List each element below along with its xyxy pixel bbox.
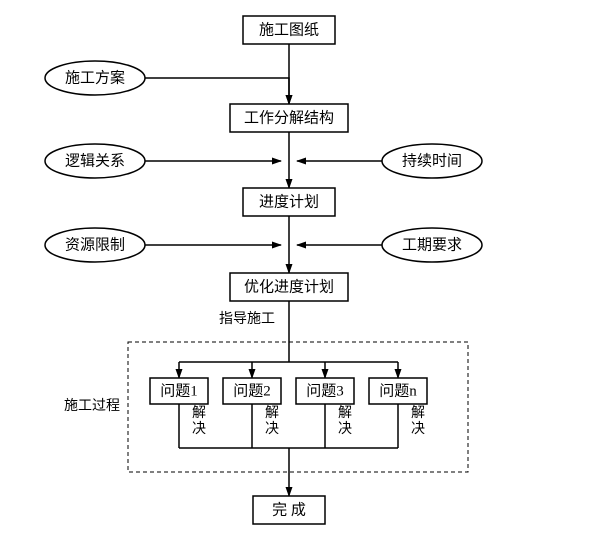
node-deadline: 工期要求	[382, 228, 482, 262]
node-label-duration: 持续时间	[402, 152, 462, 169]
node-logic: 逻辑关系	[45, 144, 145, 178]
node-done: 完 成	[253, 496, 325, 524]
node-label-plan: 施工方案	[65, 68, 125, 86]
node-label-deadline: 工期要求	[402, 236, 462, 253]
node-label-done: 完 成	[272, 501, 306, 518]
node-label-issue2: 问题2	[233, 382, 271, 399]
label-solve4a: 解	[411, 405, 425, 421]
edge-plan	[145, 78, 289, 104]
node-issue2: 问题2	[223, 378, 281, 404]
node-issue3: 问题3	[296, 378, 354, 404]
node-label-issue1: 问题1	[160, 382, 198, 399]
node-drawings: 施工图纸	[243, 16, 335, 44]
label-solve1b: 决	[192, 421, 206, 437]
node-label-logic: 逻辑关系	[65, 152, 125, 169]
node-duration: 持续时间	[382, 144, 482, 178]
node-resource: 资源限制	[45, 228, 145, 262]
node-optimize: 优化进度计划	[230, 273, 348, 301]
node-issuen: 问题n	[369, 378, 427, 404]
node-issue1: 问题1	[150, 378, 208, 404]
node-label-schedule: 进度计划	[259, 193, 319, 210]
label-solve2a: 解	[265, 405, 279, 421]
label-solve4b: 决	[411, 421, 425, 437]
label-solve3a: 解	[338, 405, 352, 421]
node-plan: 施工方案	[45, 61, 145, 95]
label-process: 施工过程	[64, 398, 120, 414]
node-label-issue3: 问题3	[306, 382, 344, 399]
node-label-optimize: 优化进度计划	[244, 278, 334, 295]
node-schedule: 进度计划	[243, 188, 335, 216]
label-solve2b: 决	[265, 421, 279, 437]
node-label-issuen: 问题n	[379, 382, 417, 399]
node-label-resource: 资源限制	[65, 236, 125, 253]
node-label-drawings: 施工图纸	[259, 21, 319, 38]
label-solve3b: 决	[338, 421, 352, 437]
label-guide: 指导施工	[219, 311, 275, 327]
label-solve1a: 解	[192, 405, 206, 421]
node-label-wbs: 工作分解结构	[244, 109, 334, 126]
node-wbs: 工作分解结构	[230, 104, 348, 132]
